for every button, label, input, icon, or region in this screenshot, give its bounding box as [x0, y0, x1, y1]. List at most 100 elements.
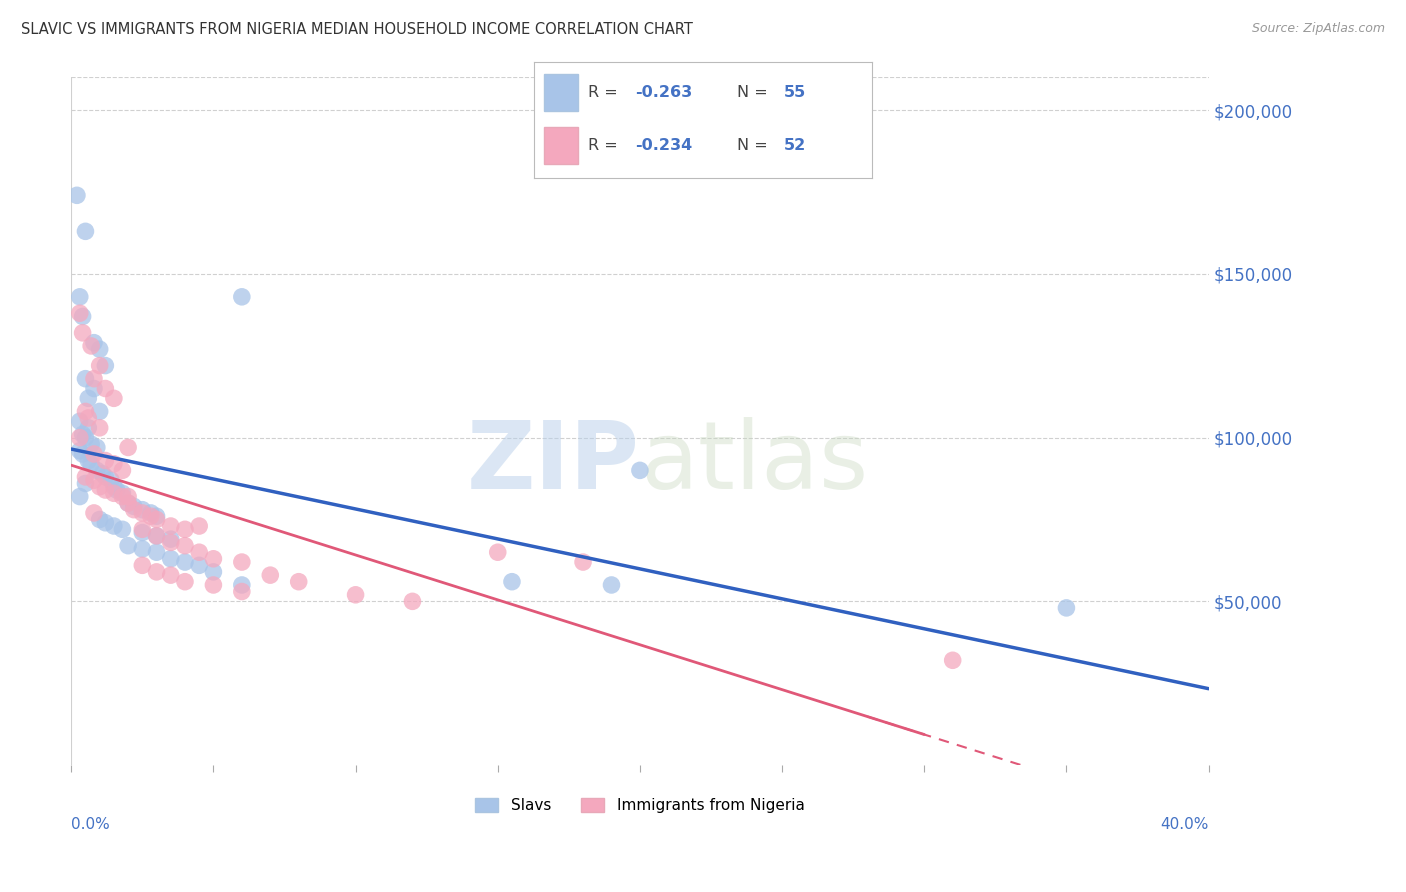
Point — [86, 441, 108, 455]
Point — [287, 574, 309, 589]
Point — [111, 490, 134, 504]
Point — [122, 500, 145, 514]
Point — [131, 541, 153, 556]
Point — [94, 453, 117, 467]
Point — [111, 522, 134, 536]
Point — [94, 483, 117, 497]
Point — [75, 224, 97, 238]
Point — [942, 653, 965, 667]
Point — [75, 476, 97, 491]
Point — [83, 506, 105, 520]
Text: R =: R = — [588, 85, 623, 100]
Point — [188, 519, 211, 533]
Point — [486, 545, 509, 559]
Text: N =: N = — [737, 138, 773, 153]
Point — [117, 539, 139, 553]
Text: atlas: atlas — [640, 417, 868, 508]
Point — [89, 359, 111, 373]
Text: Source: ZipAtlas.com: Source: ZipAtlas.com — [1251, 22, 1385, 36]
Point — [83, 447, 105, 461]
Point — [202, 551, 225, 566]
Text: 0.0%: 0.0% — [72, 817, 110, 832]
Point — [83, 372, 105, 386]
Point — [145, 509, 167, 524]
Point — [159, 532, 181, 546]
Point — [111, 463, 134, 477]
Point — [80, 457, 103, 471]
Point — [89, 512, 111, 526]
Point — [77, 453, 100, 467]
Point — [202, 565, 225, 579]
Point — [77, 421, 100, 435]
Point — [75, 404, 97, 418]
Point — [159, 535, 181, 549]
Point — [89, 404, 111, 418]
Point — [103, 486, 125, 500]
Point — [69, 306, 91, 320]
Point — [174, 522, 197, 536]
Point — [259, 568, 281, 582]
Point — [145, 565, 167, 579]
Point — [145, 545, 167, 559]
FancyBboxPatch shape — [544, 74, 578, 112]
Point — [344, 588, 367, 602]
Point — [231, 555, 253, 569]
Point — [117, 441, 139, 455]
Point — [89, 421, 111, 435]
Point — [131, 502, 153, 516]
Legend: Slavs, Immigrants from Nigeria: Slavs, Immigrants from Nigeria — [470, 792, 811, 820]
Point — [94, 359, 117, 373]
Point — [131, 522, 153, 536]
Point — [83, 382, 105, 396]
FancyBboxPatch shape — [544, 128, 578, 164]
Point — [111, 486, 134, 500]
Text: 55: 55 — [785, 85, 806, 100]
Point — [174, 555, 197, 569]
Point — [83, 473, 105, 487]
Point — [117, 496, 139, 510]
Point — [188, 545, 211, 559]
Text: 40.0%: 40.0% — [1160, 817, 1209, 832]
Point — [72, 427, 94, 442]
Point — [231, 578, 253, 592]
Point — [100, 473, 122, 487]
Point — [75, 431, 97, 445]
Point — [72, 447, 94, 461]
Text: -0.263: -0.263 — [636, 85, 693, 100]
Point — [89, 342, 111, 356]
Point — [174, 574, 197, 589]
Point — [117, 496, 139, 510]
Point — [131, 558, 153, 573]
Point — [94, 516, 117, 530]
Point — [80, 339, 103, 353]
Point — [94, 470, 117, 484]
Text: N =: N = — [737, 85, 773, 100]
Text: 52: 52 — [785, 138, 806, 153]
Point — [131, 506, 153, 520]
Point — [131, 525, 153, 540]
Point — [86, 463, 108, 477]
Point — [69, 414, 91, 428]
Point — [572, 555, 595, 569]
Point — [600, 578, 623, 592]
Point — [72, 310, 94, 324]
Point — [1054, 600, 1077, 615]
Point — [202, 578, 225, 592]
Point — [80, 437, 103, 451]
Point — [94, 382, 117, 396]
Point — [159, 551, 181, 566]
Point — [66, 188, 89, 202]
Point — [122, 502, 145, 516]
Text: -0.234: -0.234 — [636, 138, 693, 153]
Point — [145, 529, 167, 543]
Point — [103, 519, 125, 533]
Point — [139, 509, 162, 524]
Point — [77, 392, 100, 406]
Point — [83, 335, 105, 350]
Point — [105, 483, 128, 497]
Point — [174, 539, 197, 553]
Point — [103, 457, 125, 471]
Text: ZIP: ZIP — [467, 417, 640, 508]
Point — [231, 584, 253, 599]
Point — [401, 594, 423, 608]
